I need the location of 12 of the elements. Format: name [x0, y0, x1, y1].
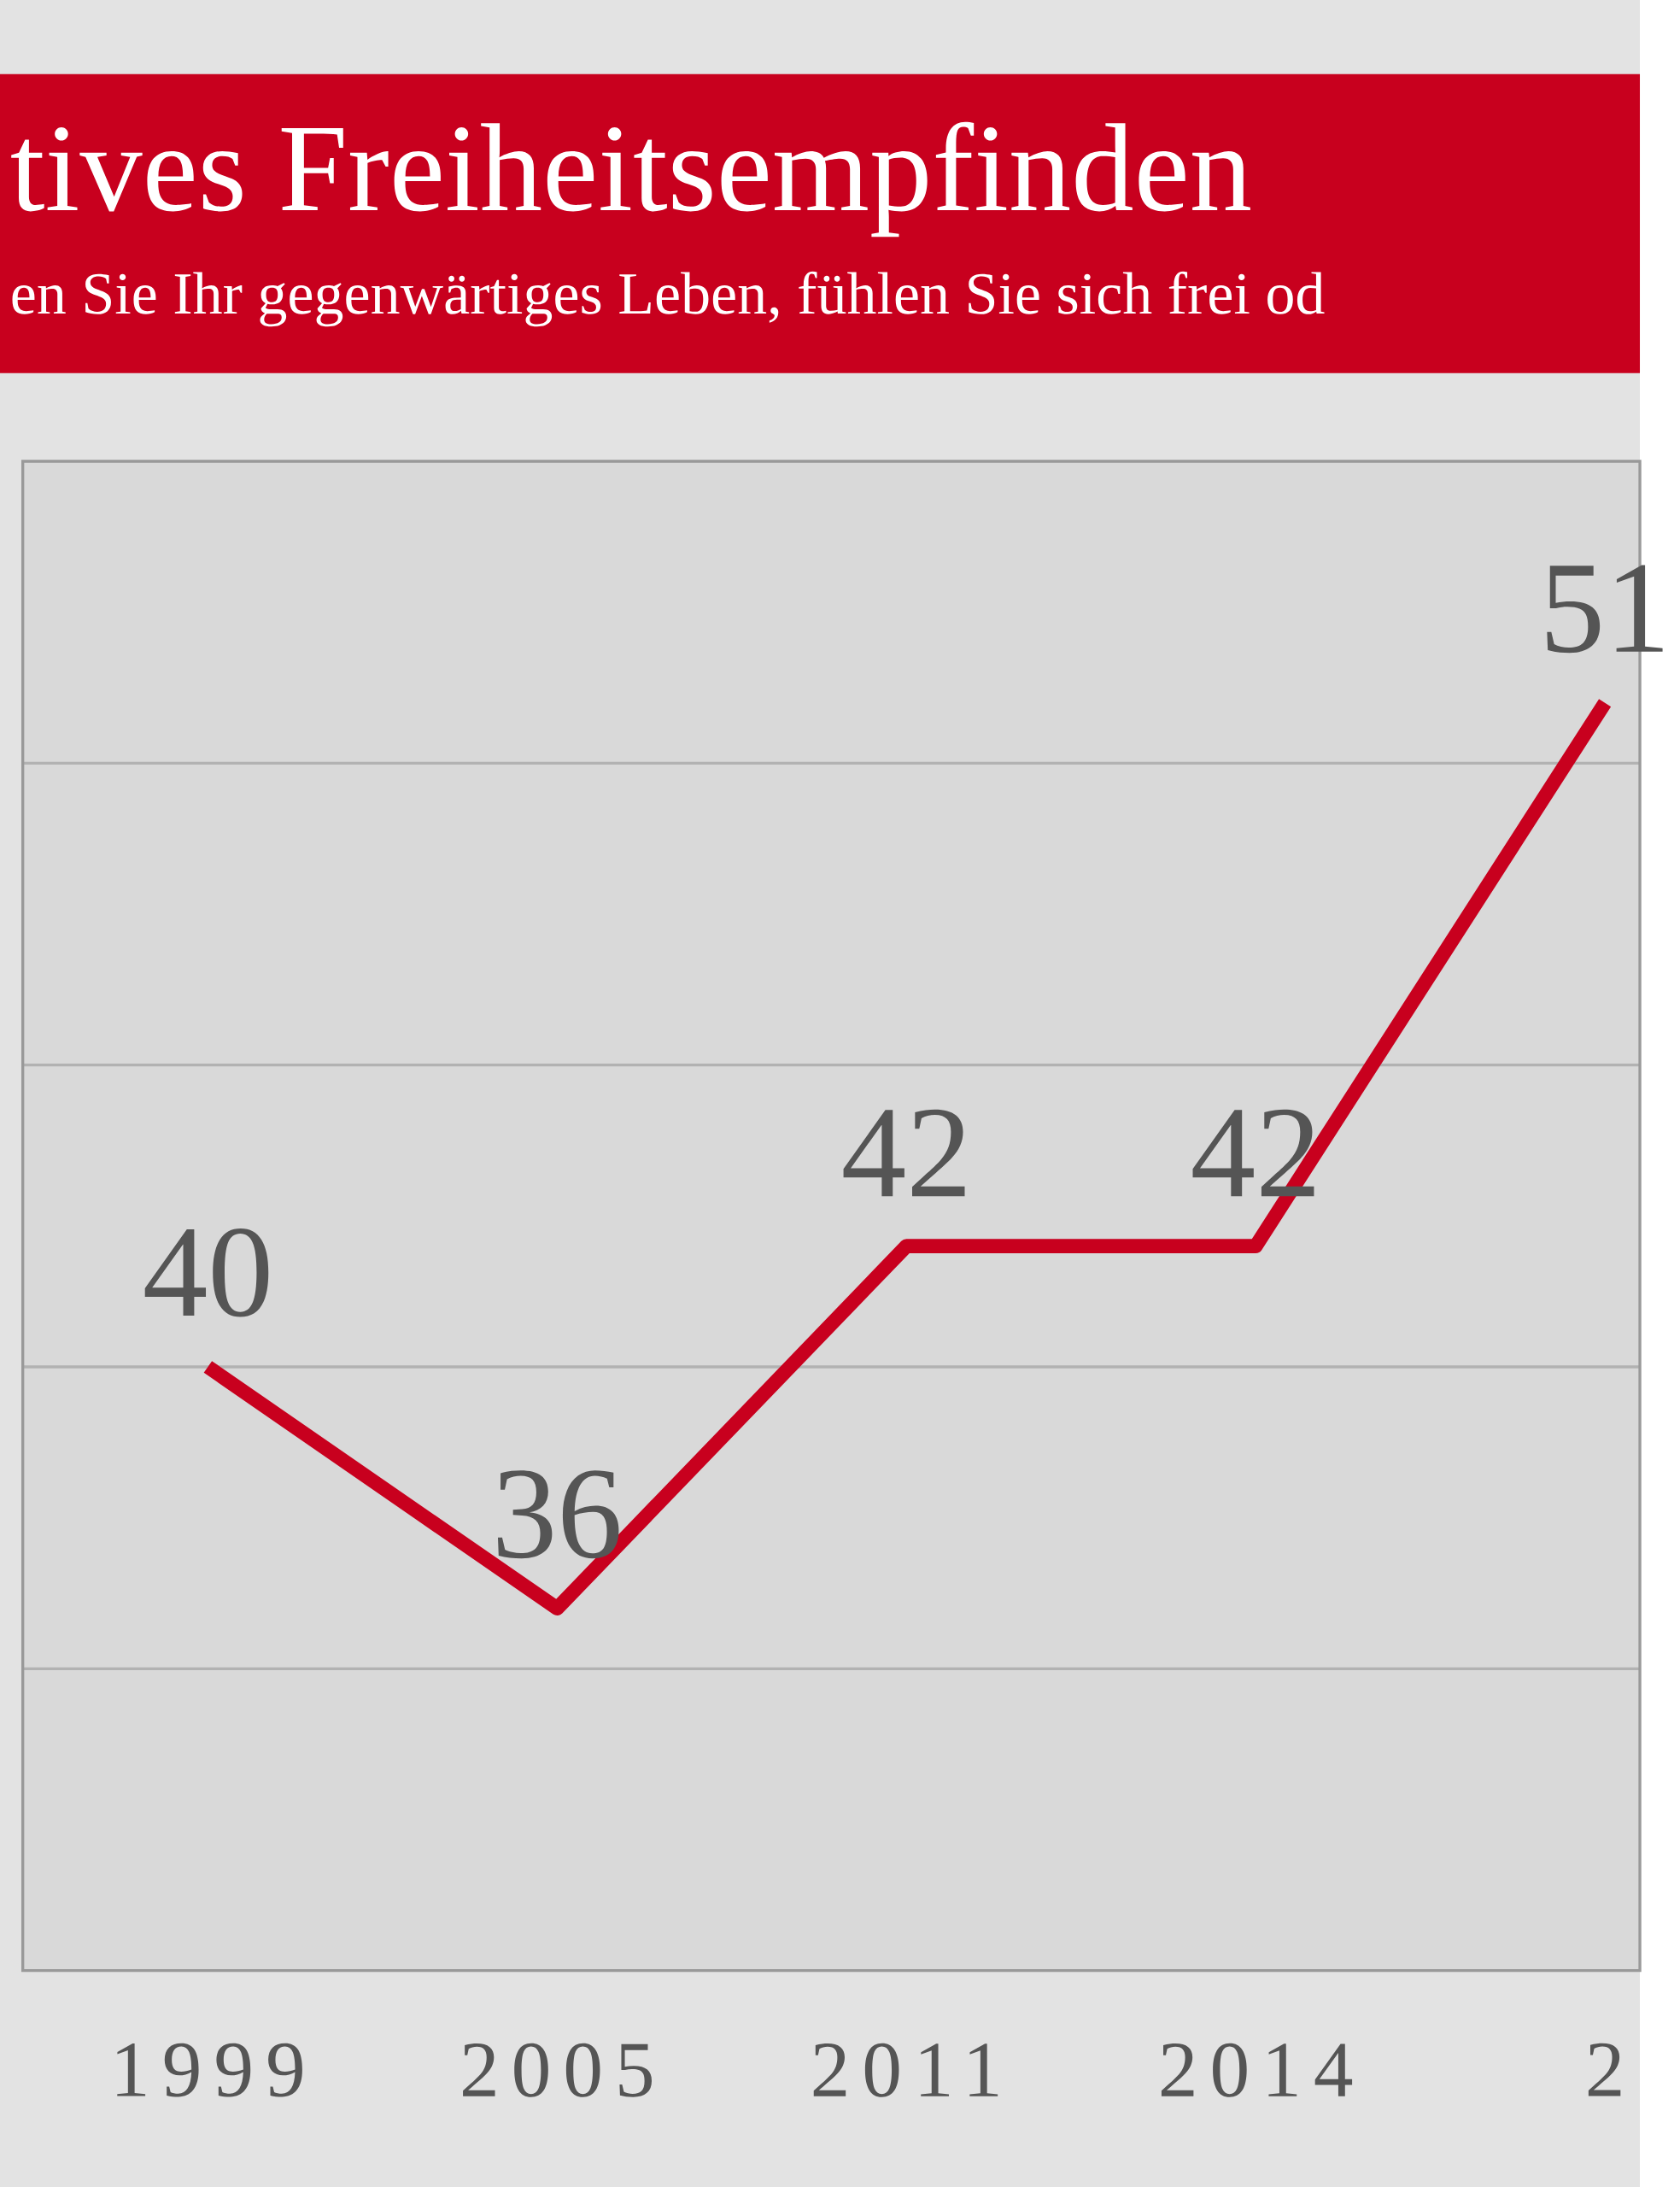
x-tick-label: 2	[1588, 2043, 1621, 2096]
chart-title: tives Freiheitsempfinden	[11, 121, 1250, 237]
x-tick-label: 2014	[1162, 2043, 1353, 2097]
chart-subtitle: en Sie Ihr gegenwärtiges Leben, fühlen Sie sich frei od	[12, 271, 1325, 327]
x-tick-label: 2005	[463, 2043, 653, 2097]
data-label: 40	[144, 1228, 269, 1317]
data-label: 51	[1547, 565, 1663, 654]
data-label: 36	[498, 1470, 619, 1559]
data-label: 42	[1192, 1109, 1314, 1197]
x-tick-label: 2011	[813, 2043, 998, 2097]
data-label: 42	[843, 1109, 965, 1197]
x-tick-label: 1999	[117, 2043, 302, 2097]
